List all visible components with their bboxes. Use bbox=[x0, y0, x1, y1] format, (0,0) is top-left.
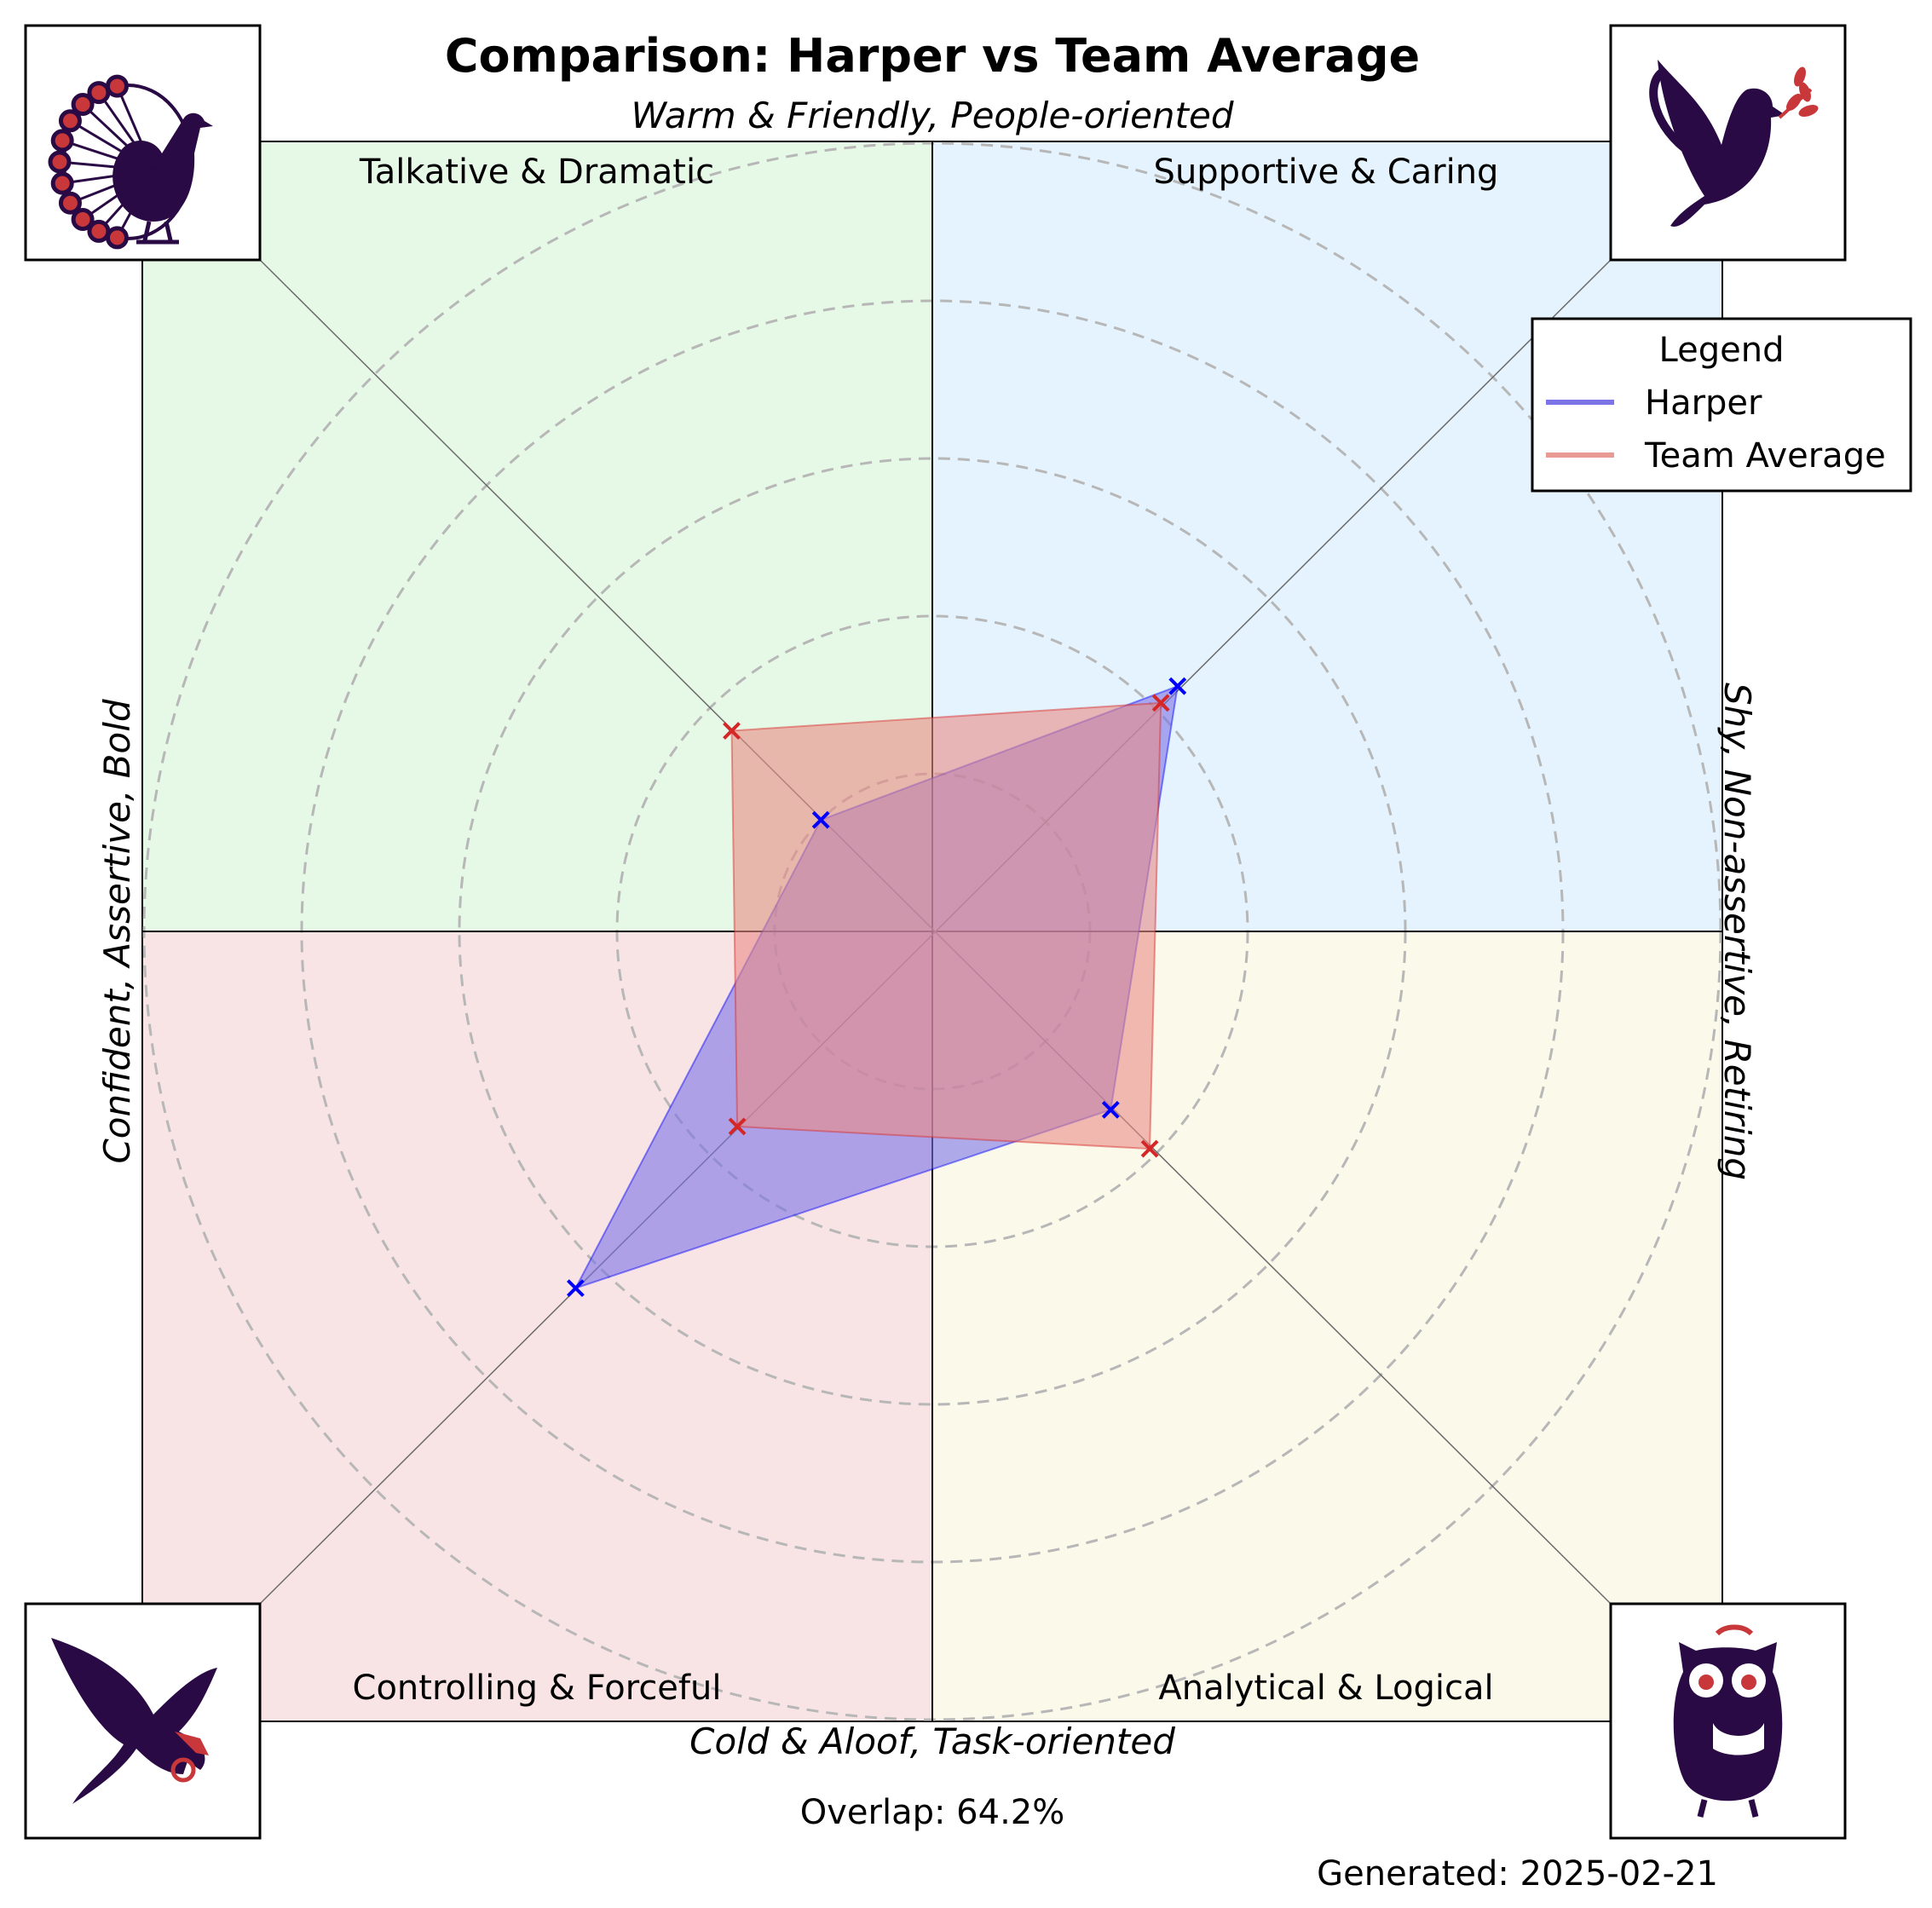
peacock-feather-shaft bbox=[61, 169, 154, 185]
peacock-feather-eye bbox=[71, 208, 95, 232]
legend-label-harper: Harper bbox=[1645, 383, 1762, 423]
quadrant-label-controlling: Controlling & Forceful bbox=[353, 1669, 722, 1708]
peacock-feather-shaft bbox=[82, 103, 155, 172]
quadrant-label-analytical: Analytical & Logical bbox=[1158, 1669, 1493, 1708]
series-area-team-average bbox=[730, 701, 1162, 1150]
data-point-harper-3 bbox=[1101, 1100, 1120, 1119]
eagle-icon-box bbox=[24, 1602, 262, 1840]
peacock-feather-eye bbox=[105, 226, 129, 250]
quadrant-label-supportive: Supportive & Caring bbox=[1154, 153, 1499, 192]
peacock-feather-shaft bbox=[59, 160, 154, 172]
overlap-text: Overlap: 64.2% bbox=[800, 1793, 1065, 1832]
peacock-icon-box bbox=[24, 24, 262, 262]
peacock-feather-eye bbox=[71, 92, 95, 116]
legend-label-team-average: Team Average bbox=[1644, 436, 1886, 476]
peacock-feather-eye bbox=[87, 81, 111, 105]
data-point-harper-2 bbox=[566, 1279, 585, 1298]
peacock-feather-shaft bbox=[97, 91, 155, 171]
dove-icon bbox=[1649, 60, 1819, 227]
peacock-feather-eye bbox=[58, 109, 82, 133]
legend-title: Legend bbox=[1659, 331, 1785, 370]
dove-icon-box bbox=[1609, 24, 1847, 262]
peacock-feather-eye bbox=[87, 219, 111, 243]
peacock-feather-eye bbox=[48, 150, 72, 174]
peacock-feather-eye bbox=[50, 129, 74, 153]
peacock-icon bbox=[48, 74, 213, 250]
peacock-feather-eye bbox=[50, 171, 74, 195]
series-layer bbox=[566, 677, 1187, 1298]
axis-label-bottom: Cold & Aloof, Task-oriented bbox=[689, 1721, 1175, 1762]
peacock-feather-shaft bbox=[116, 170, 155, 239]
owl-icon-box bbox=[1609, 1602, 1847, 1840]
data-point-harper-0 bbox=[1168, 677, 1187, 695]
peacock-feather-shaft bbox=[97, 169, 155, 233]
peacock-feather-shaft bbox=[69, 119, 154, 172]
eagle-icon bbox=[51, 1638, 217, 1804]
data-point-team-average-0 bbox=[1151, 694, 1170, 712]
quadrant-label-talkative: Talkative & Dramatic bbox=[359, 153, 714, 192]
axis-label-left: Confident, Assertive, Bold bbox=[96, 699, 138, 1163]
data-point-team-average-2 bbox=[728, 1117, 747, 1136]
peacock-feather-shaft bbox=[116, 85, 155, 171]
owl-icon bbox=[1673, 1624, 1783, 1818]
peacock-feather-eye bbox=[105, 74, 129, 98]
data-point-team-average-3 bbox=[1140, 1139, 1159, 1158]
peacock-feather-shaft bbox=[69, 169, 154, 205]
peacock-feather-shaft bbox=[61, 139, 154, 172]
data-point-harper-1 bbox=[811, 810, 830, 829]
legend: Legend Harper Team Average bbox=[1531, 317, 1912, 493]
data-point-team-average-1 bbox=[723, 722, 741, 740]
peacock-feather-eye bbox=[58, 191, 82, 215]
generated-text: Generated: 2025-02-21 bbox=[1317, 1854, 1718, 1894]
chart-title: Comparison: Harper vs Team Average bbox=[445, 29, 1420, 83]
axis-label-right: Shy, Non-assertive, Retiring bbox=[1716, 683, 1758, 1180]
peacock-feather-shaft bbox=[82, 169, 154, 221]
axis-label-top: Warm & Friendly, People-oriented bbox=[631, 95, 1233, 136]
